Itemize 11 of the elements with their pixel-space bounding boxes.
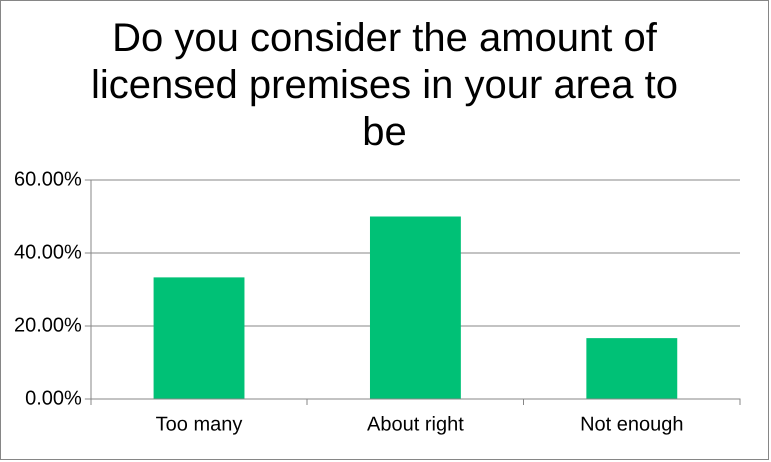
x-tick-label: Not enough <box>580 414 684 436</box>
x-tick-label: Too many <box>156 414 242 436</box>
chart-title: Do you consider the amount of licensed premises in your area to be <box>90 15 679 156</box>
bar <box>154 277 244 398</box>
bar <box>586 338 678 398</box>
x-tick-label: About right <box>367 414 464 436</box>
y-tick-label: 0.00% <box>25 388 82 410</box>
bar <box>370 216 461 398</box>
y-tick-label: 20.00% <box>14 314 82 337</box>
y-tick-label: 60.00% <box>14 168 82 191</box>
y-tick-label: 40.00% <box>14 242 82 264</box>
